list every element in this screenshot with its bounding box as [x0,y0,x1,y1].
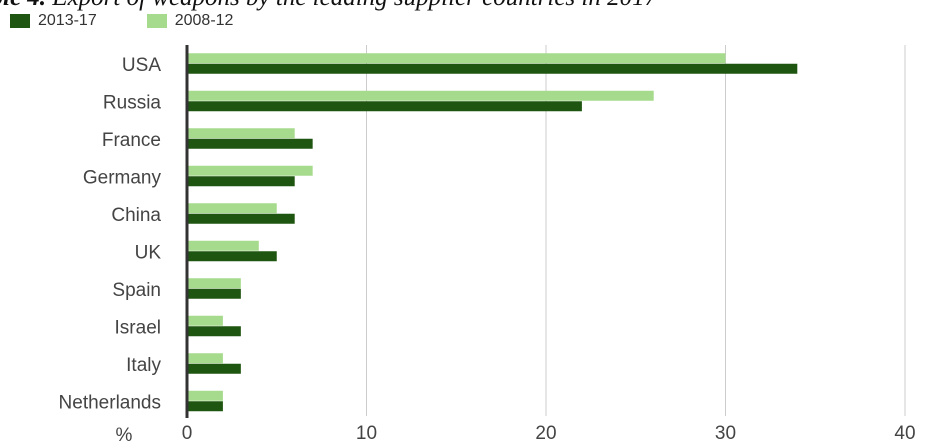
legend: 2013-17 2008-12 [10,12,271,30]
bar-2008-12-netherlands [187,390,223,401]
category-label-spain: Spain [112,280,161,301]
category-label-israel: Israel [115,317,161,338]
bar-2013-17-china [187,213,295,224]
bar-2008-12-france [187,128,295,139]
legend-swatch-2008-12 [146,14,167,28]
bar-2008-12-uk [187,240,259,251]
category-label-russia: Russia [103,92,162,113]
x-tick-label-40: 40 [894,423,915,443]
legend-item-2008-12: 2008-12 [146,12,234,30]
bar-2013-17-netherlands [187,401,223,412]
bar-2013-17-spain [187,288,241,299]
bar-2013-17-france [187,138,313,149]
category-label-china: China [111,205,161,226]
category-label-uk: UK [135,242,162,263]
x-axis-unit-label: % [116,425,133,443]
legend-label-2013-17: 2013-17 [38,12,97,29]
x-tick-label-10: 10 [356,423,377,443]
bar-2013-17-russia [187,101,582,112]
bar-2013-17-germany [187,176,295,187]
category-label-netherlands: Netherlands [59,392,161,413]
legend-item-2013-17: 2013-17 [10,12,97,30]
bar-2008-12-israel [187,315,223,326]
bar-2008-12-italy [187,353,223,364]
bar-2008-12-usa [187,53,726,64]
category-label-usa: USA [122,55,161,76]
bar-2013-17-israel [187,326,241,337]
x-tick-label-0: 0 [182,423,193,443]
x-tick-label-20: 20 [535,423,556,443]
caption-prefix: able 4. [0,0,46,11]
category-label-italy: Italy [126,355,161,376]
caption-text: Export of weapons by the leading supplie… [52,0,657,11]
x-tick-label-30: 30 [715,423,736,443]
category-label-germany: Germany [83,167,162,188]
category-label-france: France [102,130,161,151]
chart-caption: able 4. Export of weapons by the leading… [0,0,657,12]
legend-swatch-2013-17 [10,14,30,28]
bar-2008-12-russia [187,90,654,101]
legend-label-2008-12: 2008-12 [174,12,234,29]
bar-2008-12-spain [187,278,241,289]
bar-2013-17-uk [187,251,277,262]
bar-2008-12-germany [187,165,313,176]
bar-2013-17-italy [187,363,241,374]
bar-2013-17-usa [187,63,798,74]
bar-2008-12-china [187,203,277,214]
